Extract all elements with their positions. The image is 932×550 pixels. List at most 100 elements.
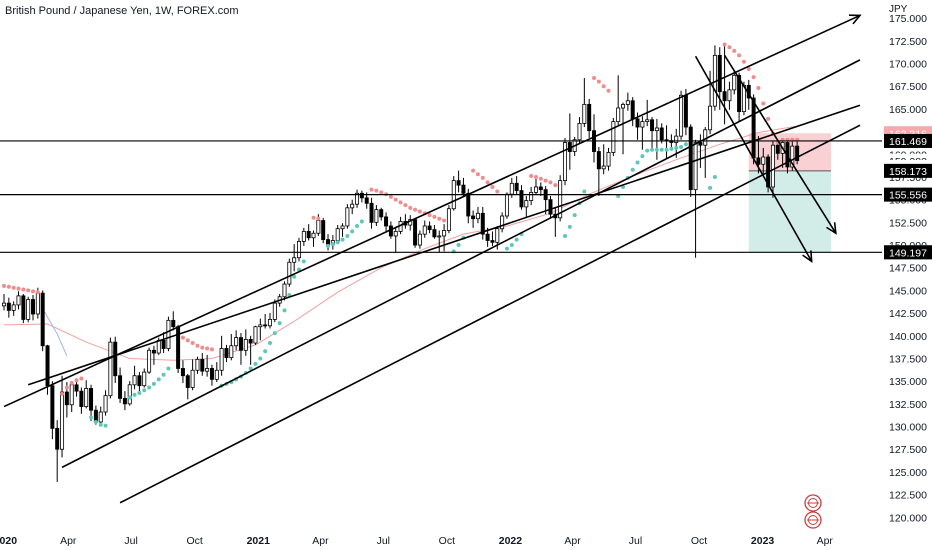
candle-body xyxy=(292,257,297,263)
y-tick-label: 152.500 xyxy=(889,217,927,229)
price-badge: 155.556 xyxy=(884,187,932,202)
x-tick-label: 2022 xyxy=(499,535,523,547)
candle-body xyxy=(795,145,800,162)
candle xyxy=(190,359,195,391)
sar-dot xyxy=(456,243,461,248)
candle-body xyxy=(89,388,94,411)
price-badge-bg xyxy=(884,133,932,148)
candle xyxy=(267,313,272,329)
candle-body xyxy=(79,390,84,407)
sar-dot xyxy=(635,160,640,165)
flag-icon[interactable] xyxy=(804,511,822,529)
trendline-stroke xyxy=(119,124,861,504)
price-badge-bg xyxy=(884,163,932,178)
candle-body xyxy=(137,375,142,387)
candle-body xyxy=(45,345,50,387)
candle xyxy=(350,199,355,215)
candle-body xyxy=(582,103,587,124)
sar-dot xyxy=(471,168,476,173)
candle xyxy=(688,124,693,197)
candle xyxy=(790,141,795,171)
sar-dot xyxy=(514,237,519,242)
candle xyxy=(345,204,350,229)
price-badge-bg xyxy=(884,187,932,202)
candle-body xyxy=(272,302,277,320)
candle xyxy=(301,227,306,246)
sar-dot xyxy=(200,345,205,350)
price-badge-text: 149.197 xyxy=(889,247,927,259)
candle xyxy=(558,175,563,222)
candle xyxy=(698,134,703,168)
y-axis-unit: JPY xyxy=(889,4,908,15)
sar-dot xyxy=(708,185,713,190)
candle-body xyxy=(645,119,650,123)
sar-dot xyxy=(326,243,331,248)
candle-body xyxy=(234,337,239,347)
candle xyxy=(306,224,311,241)
y-tick-label: 132.500 xyxy=(889,399,927,411)
sar-dot xyxy=(393,197,398,202)
candle-body xyxy=(374,209,379,223)
candle-body xyxy=(688,126,693,191)
candle-body xyxy=(611,121,616,153)
candle-body xyxy=(466,192,471,217)
sar-dot xyxy=(751,75,756,80)
sar-dot xyxy=(408,205,413,210)
candle-body xyxy=(606,152,611,167)
sar-dot xyxy=(180,335,185,340)
x-axis[interactable]: 2020 Apr Jul Oct 2021 Apr Jul Oct 2022 Apr Jul Oct 2… xyxy=(0,535,833,547)
sar-dot xyxy=(732,48,737,53)
candle xyxy=(422,220,427,238)
candle-body xyxy=(214,369,219,380)
candle xyxy=(282,281,287,301)
sar-dot xyxy=(659,147,664,152)
candle-body xyxy=(355,192,360,205)
candle xyxy=(446,205,451,234)
candle-body xyxy=(248,339,253,344)
candle xyxy=(490,231,495,246)
candle-body xyxy=(98,411,103,423)
candle xyxy=(185,373,190,400)
candle-body xyxy=(118,375,123,399)
flag-icon[interactable] xyxy=(804,494,822,512)
candle xyxy=(40,290,45,352)
sar-dot xyxy=(432,214,437,219)
candle xyxy=(393,226,398,253)
candle xyxy=(587,98,592,138)
candle xyxy=(413,217,418,248)
sar-dot xyxy=(654,147,659,152)
candle-body xyxy=(674,135,679,143)
take-profit-zone xyxy=(748,170,831,253)
candle-body xyxy=(205,368,210,372)
candle-body xyxy=(659,127,664,141)
candle xyxy=(616,75,621,126)
sar-dot xyxy=(504,246,509,251)
y-axis[interactable]: 120.000 122.500 125.000 127.500 130.000 132.5… xyxy=(889,13,927,524)
sar-dot xyxy=(195,343,200,348)
candle xyxy=(679,90,684,140)
candle xyxy=(132,365,137,390)
candle-body xyxy=(761,156,766,165)
candle-body xyxy=(654,127,659,132)
candle-body xyxy=(55,427,60,450)
sar-dot xyxy=(311,215,316,220)
candle xyxy=(258,318,263,341)
candle xyxy=(243,329,248,356)
sar-dot xyxy=(567,224,572,229)
candle xyxy=(374,205,379,226)
sar-dot xyxy=(258,356,263,361)
sar-dot xyxy=(761,101,766,106)
candle-body xyxy=(151,349,156,354)
candle-body xyxy=(442,230,447,237)
candle xyxy=(127,381,132,406)
candle xyxy=(311,230,316,247)
chart-title: British Pound / Japanese Yen, 1W, FOREX.… xyxy=(5,5,239,17)
candle xyxy=(563,137,567,186)
drawings-layer xyxy=(0,14,882,504)
y-tick-label: 125.000 xyxy=(889,467,927,479)
price-badge-text: 161.469 xyxy=(889,136,927,148)
candle xyxy=(84,380,89,409)
candle-body xyxy=(108,341,113,397)
candle-body xyxy=(790,145,795,168)
